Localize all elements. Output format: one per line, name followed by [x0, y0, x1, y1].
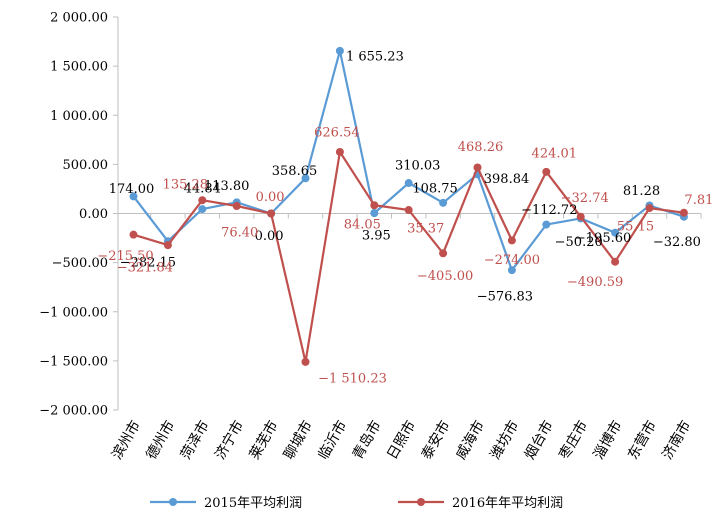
data-point — [335, 46, 344, 55]
data-point — [404, 179, 413, 188]
x-tick-label: 济宁市 — [211, 418, 247, 463]
data-point — [542, 167, 551, 176]
x-tick-label: 泰安市 — [418, 418, 454, 463]
x-tick-label: 菏泽市 — [177, 418, 213, 463]
x-tick-label: 烟台市 — [521, 418, 557, 463]
data-label: −32.74 — [561, 191, 609, 206]
data-label: 174.00 — [109, 182, 155, 197]
legend: 2015年平均利润 2016年年平均利润 — [150, 496, 563, 511]
data-label: 44.84 — [184, 182, 221, 197]
x-tick-label: 青岛市 — [349, 418, 385, 463]
data-point — [473, 163, 482, 172]
data-point — [301, 357, 310, 366]
x-tick-label: 聊城市 — [280, 418, 316, 463]
legend-swatch-marker — [169, 498, 177, 506]
data-point — [129, 192, 138, 201]
x-tick-label: 济南市 — [659, 418, 695, 463]
data-label: −1 510.23 — [318, 371, 387, 386]
data-label: 468.26 — [458, 140, 504, 155]
x-tick-label: 潍坊市 — [487, 418, 523, 463]
data-label: −405.00 — [417, 269, 473, 284]
series-lines — [129, 46, 688, 366]
y-tick-label: 500.00 — [63, 158, 109, 173]
data-point — [267, 209, 276, 218]
data-point — [163, 241, 172, 250]
data-point — [198, 205, 207, 214]
data-label: 358.65 — [272, 164, 318, 179]
data-label: 398.84 — [484, 172, 530, 187]
data-label: 626.54 — [314, 125, 360, 140]
data-point — [679, 208, 688, 217]
x-tick-label: 日照市 — [383, 418, 419, 463]
data-point — [542, 220, 551, 229]
legend-label: 2015年平均利润 — [204, 496, 302, 511]
data-label: −321.84 — [117, 261, 173, 276]
y-tick-label: 0.00 — [79, 207, 108, 222]
data-label: 108.75 — [412, 181, 458, 196]
data-point — [611, 257, 620, 266]
data-point — [507, 266, 516, 275]
data-label: 0.00 — [255, 229, 284, 244]
data-label: 55.15 — [617, 220, 654, 235]
data-point — [198, 196, 207, 205]
y-tick-label: −1 500.00 — [39, 354, 108, 369]
x-tick-label: 莱芜市 — [246, 418, 282, 463]
data-label: 1 655.23 — [346, 49, 404, 64]
legend-label: 2016年年平均利润 — [452, 496, 563, 511]
data-point — [301, 174, 310, 183]
y-tick-label: 1 000.00 — [50, 109, 108, 124]
data-label: −215.50 — [97, 249, 153, 264]
data-point — [232, 201, 241, 210]
data-label: 76.40 — [221, 225, 258, 240]
y-tick-label: 2 000.00 — [50, 11, 108, 26]
data-label: −112.72 — [521, 203, 577, 218]
legend-swatch-marker — [417, 498, 425, 506]
data-point — [611, 228, 620, 237]
data-label: 7.81 — [684, 193, 713, 208]
data-label: 113.80 — [204, 179, 250, 194]
data-label: −32.80 — [653, 235, 701, 250]
data-label: 3.95 — [362, 229, 391, 244]
data-point — [439, 249, 448, 258]
y-tick-label: −1 000.00 — [39, 305, 108, 320]
data-point — [439, 198, 448, 207]
y-axis: −2 000.00 −1 500.00 −1 000.00 −500.00 0.00 50… — [39, 11, 119, 419]
data-label: 35.37 — [407, 222, 444, 237]
data-point — [335, 147, 344, 156]
x-tick-label: 东营市 — [624, 418, 660, 463]
data-label: −50.20 — [555, 235, 603, 250]
x-tick-label: 滨州市 — [108, 418, 144, 463]
y-tick-label: 1 500.00 — [50, 60, 108, 75]
data-point — [404, 206, 413, 215]
data-point — [370, 201, 379, 210]
x-tick-label: 临沂市 — [315, 418, 351, 463]
x-tick-label: 淄博市 — [590, 418, 626, 463]
data-label: −282.15 — [120, 256, 176, 271]
data-point — [370, 209, 379, 218]
y-tick-label: −2 000.00 — [39, 404, 108, 419]
data-label: −576.83 — [477, 290, 533, 305]
data-point — [507, 236, 516, 245]
data-label: 135.28 — [163, 178, 209, 193]
data-label: −274.00 — [484, 253, 540, 268]
data-point — [129, 230, 138, 239]
data-point — [576, 212, 585, 221]
y-tick-label: −500.00 — [52, 256, 108, 271]
data-point — [645, 204, 654, 213]
data-label: −490.59 — [567, 275, 623, 290]
x-tick-label: 枣庄市 — [555, 418, 591, 463]
x-tick-label: 德州市 — [143, 418, 179, 463]
data-label: 0.00 — [256, 190, 285, 205]
data-label: −195.60 — [575, 231, 631, 246]
x-axis: 滨州市 德州市 菏泽市 济宁市 莱芜市 聊城市 临沂市 青岛市 日照市 泰安市 威海市 潍坊市 烟台市枣… — [108, 213, 702, 463]
data-label: 84.05 — [344, 218, 381, 233]
x-tick-label: 威海市 — [452, 418, 488, 463]
data-label: 424.01 — [532, 146, 578, 161]
data-label: 81.28 — [623, 184, 660, 199]
data-label: 310.03 — [395, 159, 441, 174]
